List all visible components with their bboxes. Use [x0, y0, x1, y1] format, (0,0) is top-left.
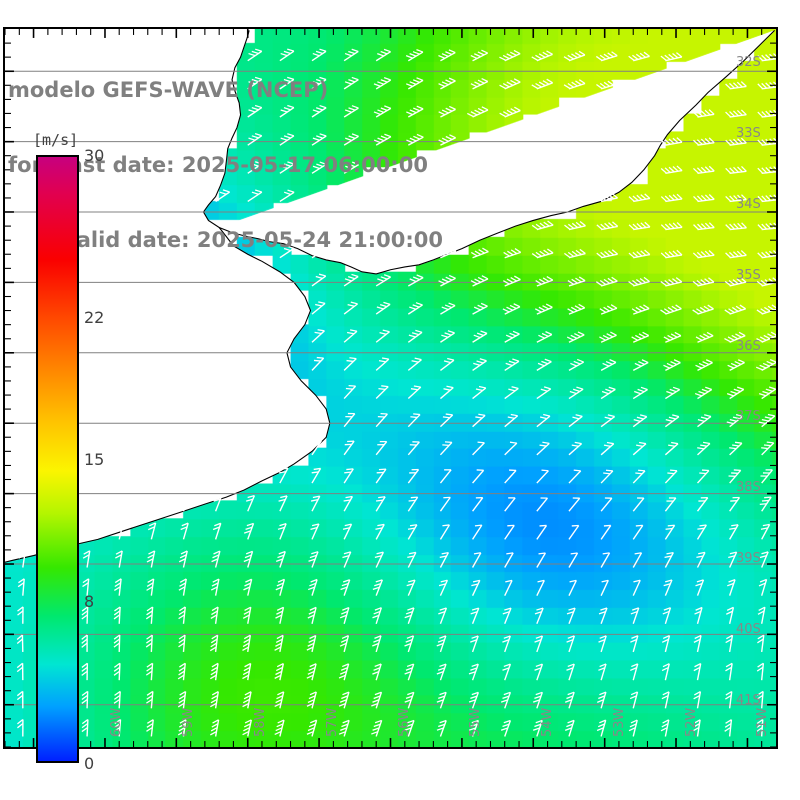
latitude-tick-label: 40S	[736, 621, 761, 637]
latitude-tick-label: 39S	[736, 550, 761, 566]
land-mask-and-coastline	[5, 30, 775, 563]
latitude-tick-label: 41S	[736, 692, 761, 708]
longitude-tick-label: 53W	[611, 707, 627, 737]
longitude-tick-label: 54W	[540, 707, 556, 737]
longitude-tick-label: 52W	[683, 707, 699, 737]
model-name-line: modelo GEFS-WAVE (NCEP)	[8, 78, 329, 102]
colorbar-tick-label: 30	[84, 146, 105, 165]
latitude-tick-label: 37S	[736, 409, 761, 425]
colorbar-tick-label: 8	[84, 591, 95, 611]
longitude-tick-label: 51W	[755, 707, 771, 737]
longitude-tick-label: 58W	[252, 707, 268, 737]
colorbar-tick-label: 15	[84, 450, 105, 469]
latitude-tick-label: 35S	[736, 267, 761, 283]
latitude-tick-label: 38S	[736, 480, 761, 496]
longitude-tick-label: 60W	[109, 707, 125, 737]
latitude-tick-label: 33S	[736, 126, 761, 142]
longitude-tick-label: 57W	[324, 707, 340, 737]
latitude-tick-label: 34S	[736, 197, 761, 213]
latitude-tick-label: 32S	[736, 55, 761, 71]
longitude-tick-label: 59W	[181, 707, 197, 737]
longitude-tick-label: 56W	[396, 707, 412, 737]
figure-title-block: modelo GEFS-WAVE (NCEP) forecast date: 2…	[8, 28, 498, 303]
colorbar-unit-label: [m/s]	[33, 131, 79, 149]
valid-date-line: valid date: 2025-05-24 21:00:00	[63, 228, 443, 252]
colorbar-tick-label: 0	[84, 754, 95, 773]
colorbar-tick-label: 22	[84, 308, 105, 328]
latitude-tick-label: 36S	[736, 338, 761, 354]
forecast-date-line: forecast date: 2025-05-17 06:00:00	[8, 153, 428, 177]
longitude-tick-label: 55W	[468, 707, 484, 737]
colorbar	[36, 155, 79, 763]
